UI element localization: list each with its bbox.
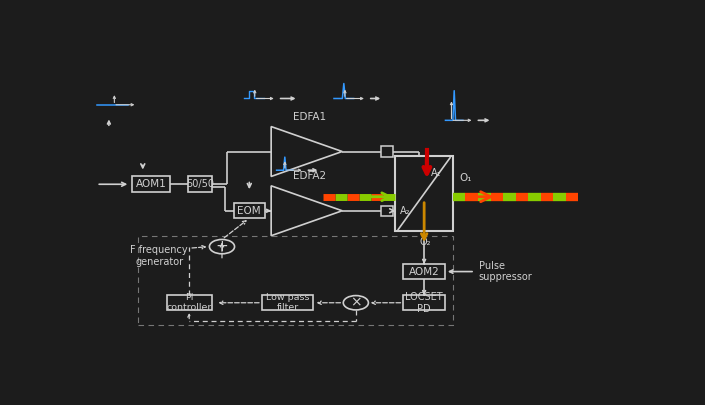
Text: EDFA1: EDFA1 [293,112,326,122]
Text: ×: × [350,296,362,310]
Text: O₁: O₁ [460,173,472,183]
Text: A₂: A₂ [400,206,410,216]
Text: EOM: EOM [238,206,261,216]
Text: O₂: O₂ [419,237,431,247]
Text: LOCSET
PD: LOCSET PD [405,292,443,313]
Text: PI
controller: PI controller [166,293,212,313]
Text: 50/50: 50/50 [186,179,214,189]
Text: AOM1: AOM1 [135,179,166,189]
Text: Low pass
filter: Low pass filter [266,293,309,313]
Text: +: + [216,239,228,254]
Text: A₁: A₁ [431,168,441,179]
Text: AOM2: AOM2 [409,266,439,277]
Text: F frequency
generator: F frequency generator [130,245,188,267]
Text: Pulse
suppressor: Pulse suppressor [479,261,532,282]
Text: EDFA2: EDFA2 [293,171,326,181]
